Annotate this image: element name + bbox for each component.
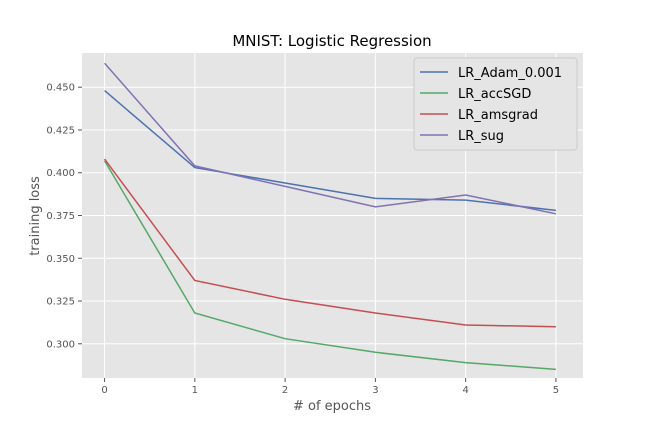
legend-box — [413, 57, 578, 151]
x-tick-label: 1 — [192, 385, 198, 396]
chart-title: MNIST: Logistic Regression — [232, 32, 431, 50]
x-tick-label: 2 — [282, 385, 288, 396]
series-line-lr-accsgd — [103, 160, 556, 371]
x-tick-label: 3 — [372, 385, 378, 396]
x-axis-label: # of epochs — [293, 399, 371, 414]
y-tick-label: 0.400 — [46, 168, 75, 179]
y-tick-label: 0.350 — [46, 254, 75, 265]
y-tick-label: 0.450 — [46, 83, 75, 94]
series-line-lr-sug — [104, 62, 557, 215]
legend-label-lr-sug: LR_sug — [458, 129, 504, 144]
y-tick-label: 0.300 — [46, 339, 75, 350]
legend-label-lr-accsgd: LR_accSGD — [458, 87, 531, 102]
series-line-lr-adam-0-001 — [104, 90, 556, 212]
series-line-lr-amsgrad — [103, 158, 556, 328]
legend: LR_Adam_0.001 LR_accSGD LR_amsgrad LR_sug — [413, 57, 578, 151]
y-axis-label: training loss — [28, 176, 43, 256]
y-tick-label: 0.425 — [46, 125, 75, 136]
y-tick-label: 0.325 — [46, 297, 75, 308]
y-tick-label: 0.375 — [46, 211, 75, 222]
x-tick-label: 4 — [462, 385, 468, 396]
legend-label-lr-amsgrad: LR_amsgrad — [458, 108, 538, 123]
legend-label-lr-adam-0-001: LR_Adam_0.001 — [458, 66, 562, 81]
x-tick-label: 0 — [101, 385, 107, 396]
x-tick-label: 5 — [553, 385, 559, 396]
